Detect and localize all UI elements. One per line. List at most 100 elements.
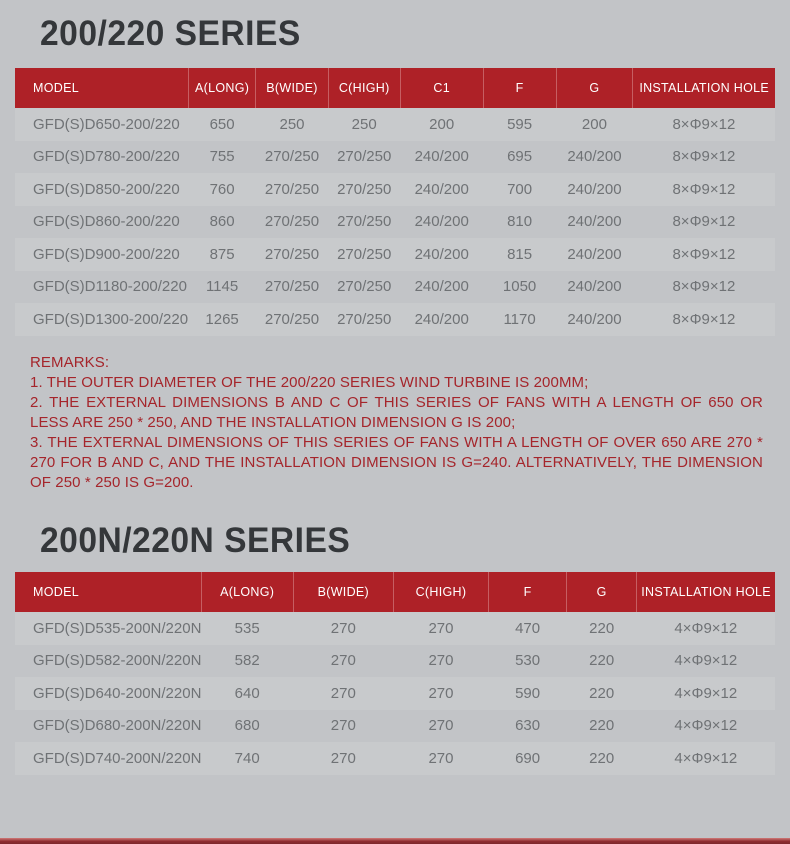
value-cell: 630 [515,717,541,735]
value-cell: 220 [589,717,615,735]
value-cell: 530 [515,652,541,670]
value-cell: 810 [507,213,533,231]
value-cell: 270 [293,677,394,710]
value-cell: 270/250 [255,173,329,206]
model-cell: GFD(S)D1300-200/220 [15,303,189,336]
table-row: GFD(S)D535-200N/220N 535 270 270 470 220 4×Φ9×… [15,612,775,645]
value-cell: 270 [428,717,454,735]
table-row: GFD(S)D1300-200/220 1265 270/250 270/250 240… [15,303,775,336]
value-cell: 4×Φ9×12 [674,652,738,670]
value-cell: 8×Φ9×12 [632,108,775,141]
table-row: GFD(S)D900-200/220 875 270/250 270/250 240/2… [15,238,775,271]
column-header: A(LONG) [187,68,256,108]
value-cell: 220 [566,742,637,775]
value-cell: 240/200 [567,148,622,166]
value-cell: 270 [393,677,489,710]
value-cell: 8×Φ9×12 [672,278,736,296]
model-cell: GFD(S)D640-200N/220N [15,677,201,710]
table-header: MODEL A(LONG) B(WIDE) C(HIGH) F G INSTALLATION… [15,572,775,612]
value-cell: 270 [393,612,489,645]
remarks-block: REMARKS: 1. THE OUTER DIAMETER OF THE 20… [30,353,763,493]
column-header: C(HIGH) [327,68,401,108]
value-cell: 240/200 [414,213,469,231]
value-cell: 270 [428,652,454,670]
column-header: B(WIDE) [292,572,394,612]
value-cell: 860 [209,213,235,231]
value-cell: 4×Φ9×12 [636,677,775,710]
value-cell: 8×Φ9×12 [632,238,775,271]
value-cell: 270 [293,742,394,775]
value-cell: 1050 [502,278,537,296]
column-header: INSTALLATION HOLE [636,572,775,612]
value-cell: 700 [483,173,557,206]
value-cell: 240/200 [556,303,633,336]
value-cell: 1145 [205,278,239,296]
value-cell: 240/200 [400,303,484,336]
value-cell: 595 [483,108,557,141]
column-header: A(LONG) [200,572,294,612]
column-header: MODEL [15,68,189,108]
remark-item-1: 1. THE OUTER DIAMETER OF THE 200/220 SER… [30,374,589,391]
model-cell: GFD(S)D850-200/220 [15,173,189,206]
table-row: GFD(S)D1180-200/220 1145 270/250 270/250 240… [15,271,775,304]
value-cell: 8×Φ9×12 [632,303,775,336]
column-header: F [487,572,567,612]
value-cell: 4×Φ9×12 [636,612,775,645]
column-header: INSTALLATION HOLE [632,68,775,108]
table-body: GFD(S)D535-200N/220N 535 270 270 470 220 4×Φ9×… [15,612,775,775]
table-row: GFD(S)D780-200/220 755 270/250 270/250 240/2… [15,141,775,174]
column-header: C(HIGH) [392,572,489,612]
value-cell: 650 [188,108,256,141]
table-row: GFD(S)D650-200/220 650 250 250 200 595 200 8×Φ9… [15,108,775,141]
value-cell: 875 [188,238,256,271]
value-cell: 582 [234,652,260,670]
column-header: B(WIDE) [255,68,329,108]
remarks-heading: REMARKS: [30,354,110,371]
model-cell: GFD(S)D740-200N/220N [15,742,201,775]
value-cell: 200 [400,108,484,141]
model-cell: GFD(S)D1180-200/220 [33,278,187,296]
value-cell: 270/250 [255,238,329,271]
table-row: GFD(S)D640-200N/220N 640 270 270 590 220 4×Φ9×… [15,677,775,710]
value-cell: 8×Φ9×12 [672,148,736,166]
value-cell: 640 [201,677,294,710]
value-cell: 535 [201,612,294,645]
value-cell: 270/250 [255,303,329,336]
table-row: GFD(S)D740-200N/220N 740 270 270 690 220 4×Φ9×… [15,742,775,775]
table-body: GFD(S)D650-200/220 650 250 250 200 595 200 8×Φ9… [15,108,775,336]
value-cell: 240/200 [567,278,622,296]
model-cell: GFD(S)D650-200/220 [15,108,189,141]
value-cell: 270/250 [328,238,401,271]
column-header: F [482,68,557,108]
value-cell: 695 [507,148,533,166]
table-row: GFD(S)D850-200/220 760 270/250 270/250 240/2… [15,173,775,206]
model-cell: GFD(S)D780-200/220 [33,148,180,166]
value-cell: 250 [328,108,401,141]
series-title-200n-220n: 200N/220N SERIES [40,521,351,560]
model-cell: GFD(S)D680-200N/220N [33,717,202,735]
table-row: GFD(S)D680-200N/220N 680 270 270 630 220 4×Φ9×… [15,710,775,743]
value-cell: 270/250 [264,213,320,231]
value-cell: 270/250 [337,148,392,166]
value-cell: 240/200 [414,278,469,296]
value-cell: 220 [566,612,637,645]
value-cell: 270/250 [337,278,392,296]
value-cell: 270/250 [328,173,401,206]
value-cell: 760 [188,173,256,206]
value-cell: 240/200 [556,238,633,271]
value-cell: 755 [209,148,235,166]
value-cell: 240/200 [567,213,622,231]
table-row: GFD(S)D582-200N/220N 582 270 270 530 220 4×Φ9×… [15,645,775,678]
value-cell: 270/250 [264,278,320,296]
value-cell: 250 [255,108,329,141]
value-cell: 270/250 [337,213,392,231]
value-cell: 680 [234,717,260,735]
remark-item-2: 2. THE EXTERNAL DIMENSIONS B AND C OF TH… [30,394,763,431]
value-cell: 470 [488,612,567,645]
model-cell: GFD(S)D860-200/220 [33,213,180,231]
value-cell: 690 [488,742,567,775]
value-cell: 270/250 [264,148,320,166]
series-title-200-220: 200/220 SERIES [40,14,301,53]
value-cell: 220 [589,652,615,670]
